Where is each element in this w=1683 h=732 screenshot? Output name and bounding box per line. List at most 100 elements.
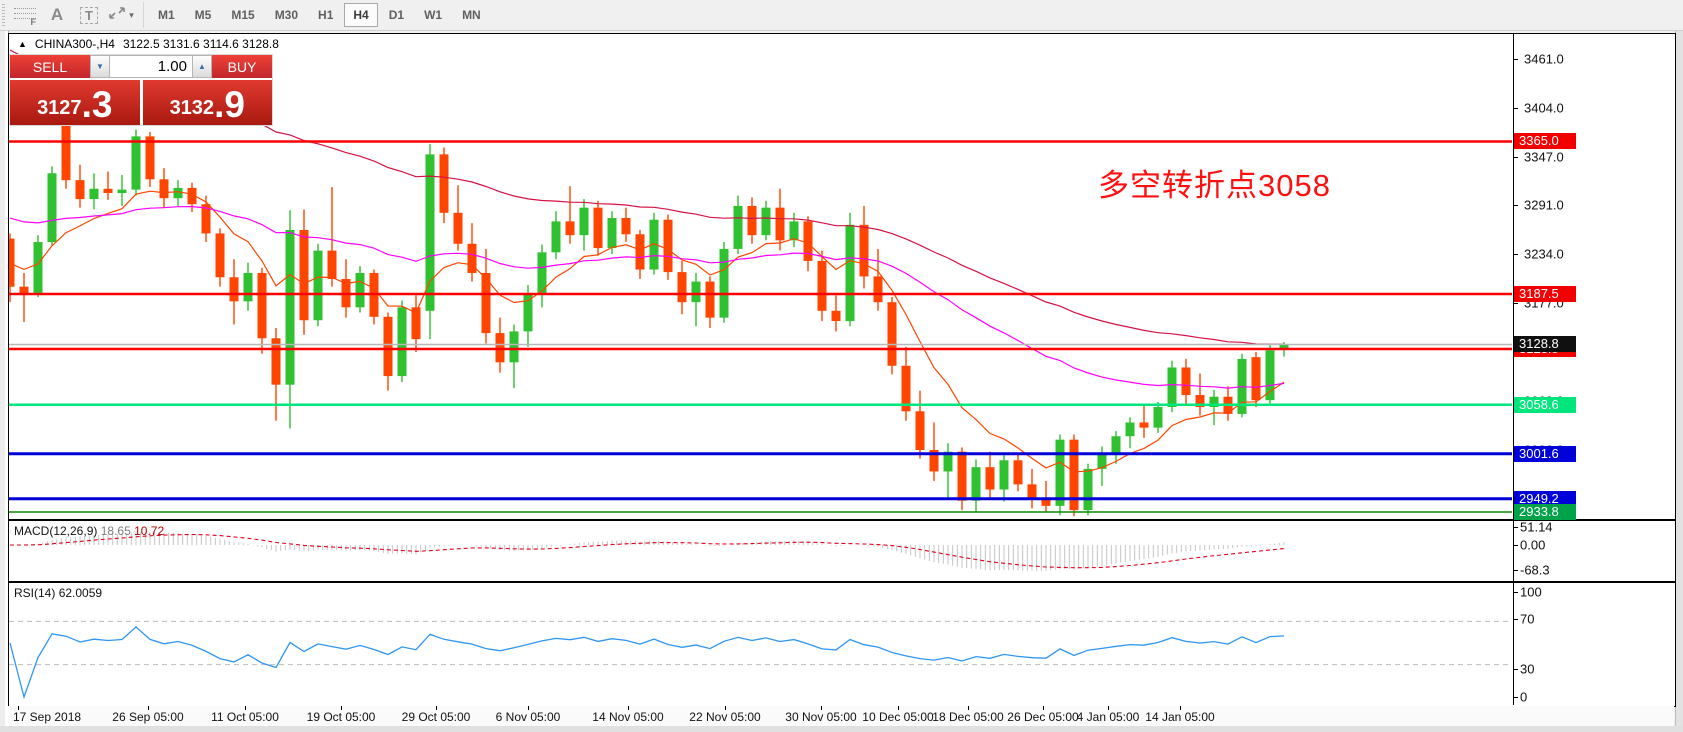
time-tick-mark [528,706,529,710]
macd-scale-label: 51.14 [1520,519,1553,535]
time-tick-mark [898,706,899,710]
macd-label: MACD(12,26,9) 18.65 10.72 [14,524,165,538]
time-axis-label: 6 Nov 05:00 [495,710,561,724]
toolbar-separator [143,2,144,28]
buy-price-main: 3132 [169,97,215,119]
price-badge-3187.5: 3187.5 [1514,286,1576,303]
time-tick-mark [1108,706,1109,710]
timeframe-button-w1[interactable]: W1 [424,8,443,22]
price-tick-mark [1513,205,1518,207]
arrows-tool-button[interactable]: ▾ [107,3,135,27]
sell-button[interactable]: SELL [10,55,90,78]
timeframe-button-mn[interactable]: MN [462,8,481,22]
chart-symbol: CHINA300-,H4 [34,37,115,51]
rsi-scale-label: 100 [1520,584,1542,600]
time-tick-mark [725,706,726,710]
rsi-scale-label: 70 [1520,611,1535,627]
chevron-down-icon[interactable]: ▾ [129,9,134,20]
timeframe-button-m15[interactable]: M15 [231,8,255,22]
time-tick-mark [968,706,969,710]
one-click-trading-panel: SELL ▼ ▲ BUY 3127.3 3132.9 [10,55,272,125]
sell-price-frac: .3 [81,84,113,125]
price-tick-label: 3347.0 [1524,149,1564,165]
text-label-icon: A [50,5,64,24]
timeframe-button-h4[interactable]: H4 [344,3,378,27]
time-axis-strip [8,706,1674,726]
rsi-panel[interactable] [8,582,1676,707]
time-tick-mark [245,706,246,710]
price-tick-mark [1513,59,1518,60]
macd-panel[interactable] [8,520,1676,582]
timeframe-button-m5[interactable]: M5 [194,8,212,22]
price-tick-mark [1513,107,1518,109]
price-tick-label: 3234.0 [1524,246,1564,262]
rsi-label: RSI(14) 62.0059 [14,586,103,600]
time-tick-mark [821,706,822,710]
price-badge-2933.8: 2933.8 [1514,504,1576,521]
buy-price-frac: .9 [214,84,245,125]
time-axis-label: 4 Jan 05:00 [1076,710,1140,724]
price-tick-label: 3291.0 [1524,197,1564,213]
macd-tick-mark [1513,545,1518,546]
timeframe-button-d1[interactable]: D1 [388,8,405,22]
window-right-edge [1675,31,1683,732]
buy-quote[interactable]: 3132.9 [142,80,272,125]
timeframe-button-m30[interactable]: M30 [274,8,299,22]
rsi-tick-mark [1513,669,1518,670]
rsi-tick-mark [1513,592,1518,593]
toolbar-grip[interactable] [2,4,9,26]
price-tick-label: 3404.0 [1524,100,1564,116]
rsi-scale-label: 0 [1520,689,1528,705]
time-axis-label: 26 Sep 05:00 [112,710,184,724]
chart-annotation-text: 多空转折点3058 [1098,168,1331,203]
price-badge-2949.2: 2949.2 [1514,490,1576,507]
macd-scale-label: 0.00 [1520,537,1546,553]
volume-input[interactable] [110,55,192,78]
macd-tick-mark [1513,527,1518,528]
text-label-tool-button[interactable]: A [43,3,71,27]
macd-main-value: 18.65 [100,524,131,538]
one-click-toggle-icon[interactable]: ▲ [18,39,27,49]
time-tick-mark [436,706,437,710]
price-badge-3058.6: 3058.6 [1514,396,1576,413]
time-axis-label: 14 Nov 05:00 [592,710,664,724]
price-badge-3001.6: 3001.6 [1514,445,1576,462]
time-axis-label: 10 Dec 05:00 [862,710,934,724]
chart-ohlc: 3122.5 3131.6 3114.6 3128.8 [122,37,279,51]
arrows-icon [108,5,126,25]
macd-scale-label: -68.3 [1520,562,1550,578]
macd-tick-mark [1513,570,1518,571]
chart-title: ▲ CHINA300-,H4 3122.5 3131.6 3114.6 3128… [18,37,279,51]
time-axis-label: 22 Nov 05:00 [689,710,761,724]
price-axis-separator [1513,33,1514,705]
time-axis-label: 14 Jan 05:00 [1145,710,1215,724]
volume-increase-button[interactable]: ▲ [192,55,212,78]
window-bottom-edge [0,726,1683,732]
time-axis-label: 26 Dec 05:00 [1007,710,1079,724]
text-box-icon: T [80,6,98,24]
fibonacci-tool-button[interactable]: F [11,3,39,27]
toolbar: F A T ▾ M1 M5 M15 M30 H1 H4 D1 W1 MN [0,0,1683,31]
time-tick-mark [1180,706,1181,710]
timeframe-group: M1 M5 M15 M30 H1 H4 D1 W1 MN [148,3,491,27]
timeframe-button-m1[interactable]: M1 [158,8,175,22]
rsi-scale-label: 30 [1520,661,1535,677]
sell-quote[interactable]: 3127.3 [10,80,140,125]
price-badge-3365.0: 3365.0 [1514,133,1576,150]
buy-button[interactable]: BUY [212,55,272,78]
time-tick-mark [148,706,149,710]
timeframe-button-h1[interactable]: H1 [318,8,334,22]
text-box-tool-button[interactable]: T [75,3,103,27]
time-axis-label: 19 Oct 05:00 [306,710,376,724]
price-tick-mark [1513,156,1518,158]
time-axis-label: 29 Oct 05:00 [401,710,471,724]
current-price-badge: 3128.8 [1514,336,1576,353]
sell-price-main: 3127 [37,97,82,119]
price-tick-mark [1513,303,1518,305]
volume-decrease-button[interactable]: ▼ [90,55,110,78]
time-tick-mark [341,706,342,710]
rsi-value: 62.0059 [58,586,103,600]
fibonacci-icon: F [14,7,36,27]
time-tick-mark [628,706,629,710]
time-axis-label: 17 Sep 2018 [13,710,82,724]
